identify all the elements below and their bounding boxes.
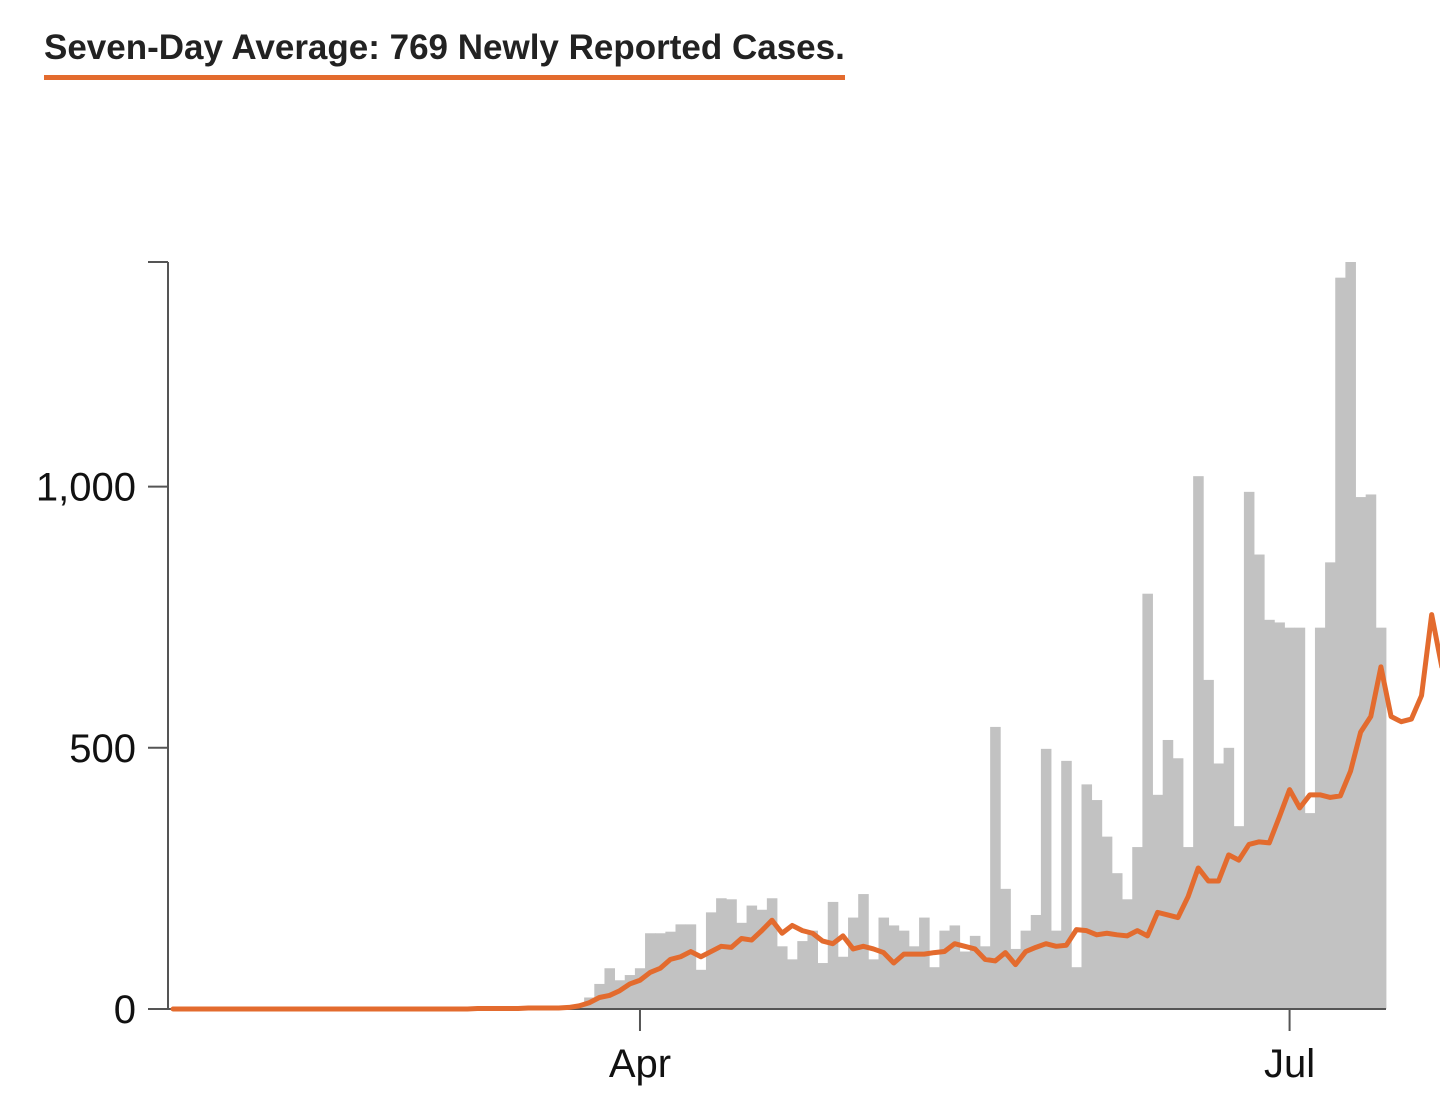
bar <box>919 917 930 1009</box>
bar <box>1254 554 1265 1009</box>
bar <box>949 925 961 1009</box>
bar <box>756 909 768 1009</box>
bar <box>827 901 839 1009</box>
bar <box>1355 497 1367 1009</box>
bar <box>655 933 666 1009</box>
bar <box>1233 826 1245 1009</box>
bar <box>817 963 829 1009</box>
bar <box>929 967 940 1009</box>
bar <box>665 931 676 1009</box>
bar <box>1142 593 1153 1009</box>
bar <box>1345 262 1356 1009</box>
bar <box>908 946 920 1009</box>
bar <box>837 956 849 1009</box>
bar <box>1304 813 1316 1009</box>
bar <box>705 912 717 1009</box>
bar <box>898 930 910 1009</box>
bar <box>1193 476 1204 1009</box>
bar <box>990 726 1001 1009</box>
y-tick-label: 1,000 <box>36 466 136 510</box>
bar <box>858 894 869 1009</box>
bar <box>1061 760 1072 1009</box>
bar <box>807 930 818 1009</box>
line-layer <box>170 612 1440 1012</box>
bar <box>675 924 687 1009</box>
bar <box>939 930 950 1009</box>
bar <box>1294 627 1306 1009</box>
bar <box>1365 494 1377 1010</box>
bar <box>959 951 971 1009</box>
bar <box>1325 562 1336 1009</box>
bar <box>1051 930 1062 1009</box>
bar <box>1020 930 1032 1009</box>
bar <box>878 917 890 1009</box>
bar <box>868 959 879 1009</box>
bar <box>726 899 737 1009</box>
bar <box>1081 784 1093 1009</box>
bar <box>888 925 900 1009</box>
bar <box>1335 277 1346 1009</box>
bar <box>766 898 778 1009</box>
bar <box>685 924 697 1009</box>
bar <box>736 922 747 1009</box>
bar <box>1284 627 1296 1009</box>
bar <box>624 975 636 1009</box>
bar <box>1071 967 1082 1009</box>
bar <box>1152 794 1164 1009</box>
bar <box>787 959 798 1009</box>
bar <box>797 941 808 1009</box>
bar <box>1132 847 1143 1009</box>
bar <box>1172 758 1184 1009</box>
bar <box>1000 888 1011 1009</box>
bar <box>1091 800 1103 1009</box>
chart-title: Seven-Day Average: 769 Newly Reported Ca… <box>44 28 845 80</box>
bar <box>1111 873 1123 1009</box>
y-tick-label: 500 <box>69 727 136 771</box>
x-tick-label: Jul <box>1264 1042 1315 1086</box>
bar <box>1314 627 1326 1009</box>
bar <box>604 968 615 1009</box>
bar <box>746 905 758 1009</box>
bar <box>1162 739 1174 1009</box>
bar <box>1101 836 1113 1009</box>
x-tick-label: Apr <box>609 1042 671 1086</box>
bar <box>1183 847 1194 1009</box>
bar <box>1375 627 1387 1009</box>
bar <box>1030 914 1042 1009</box>
bar <box>1213 763 1224 1009</box>
bar <box>980 946 991 1009</box>
bar <box>1223 747 1235 1009</box>
labels-layer: 0 500 1,000 Apr Jul <box>36 466 1315 1086</box>
bar <box>1203 679 1214 1009</box>
bar <box>1243 491 1255 1010</box>
bar <box>614 980 626 1009</box>
bar <box>1122 899 1133 1009</box>
y-tick-label: 0 <box>114 988 136 1032</box>
seven-day-average-line <box>170 612 1440 1012</box>
bar <box>1040 748 1052 1009</box>
bars-layer <box>472 262 1387 1010</box>
bar <box>716 898 727 1009</box>
bar <box>1010 948 1021 1009</box>
bar <box>848 917 859 1009</box>
bar <box>969 935 981 1009</box>
bar <box>777 946 788 1009</box>
bar <box>634 968 646 1009</box>
bar <box>695 969 707 1009</box>
bar <box>1264 619 1275 1009</box>
